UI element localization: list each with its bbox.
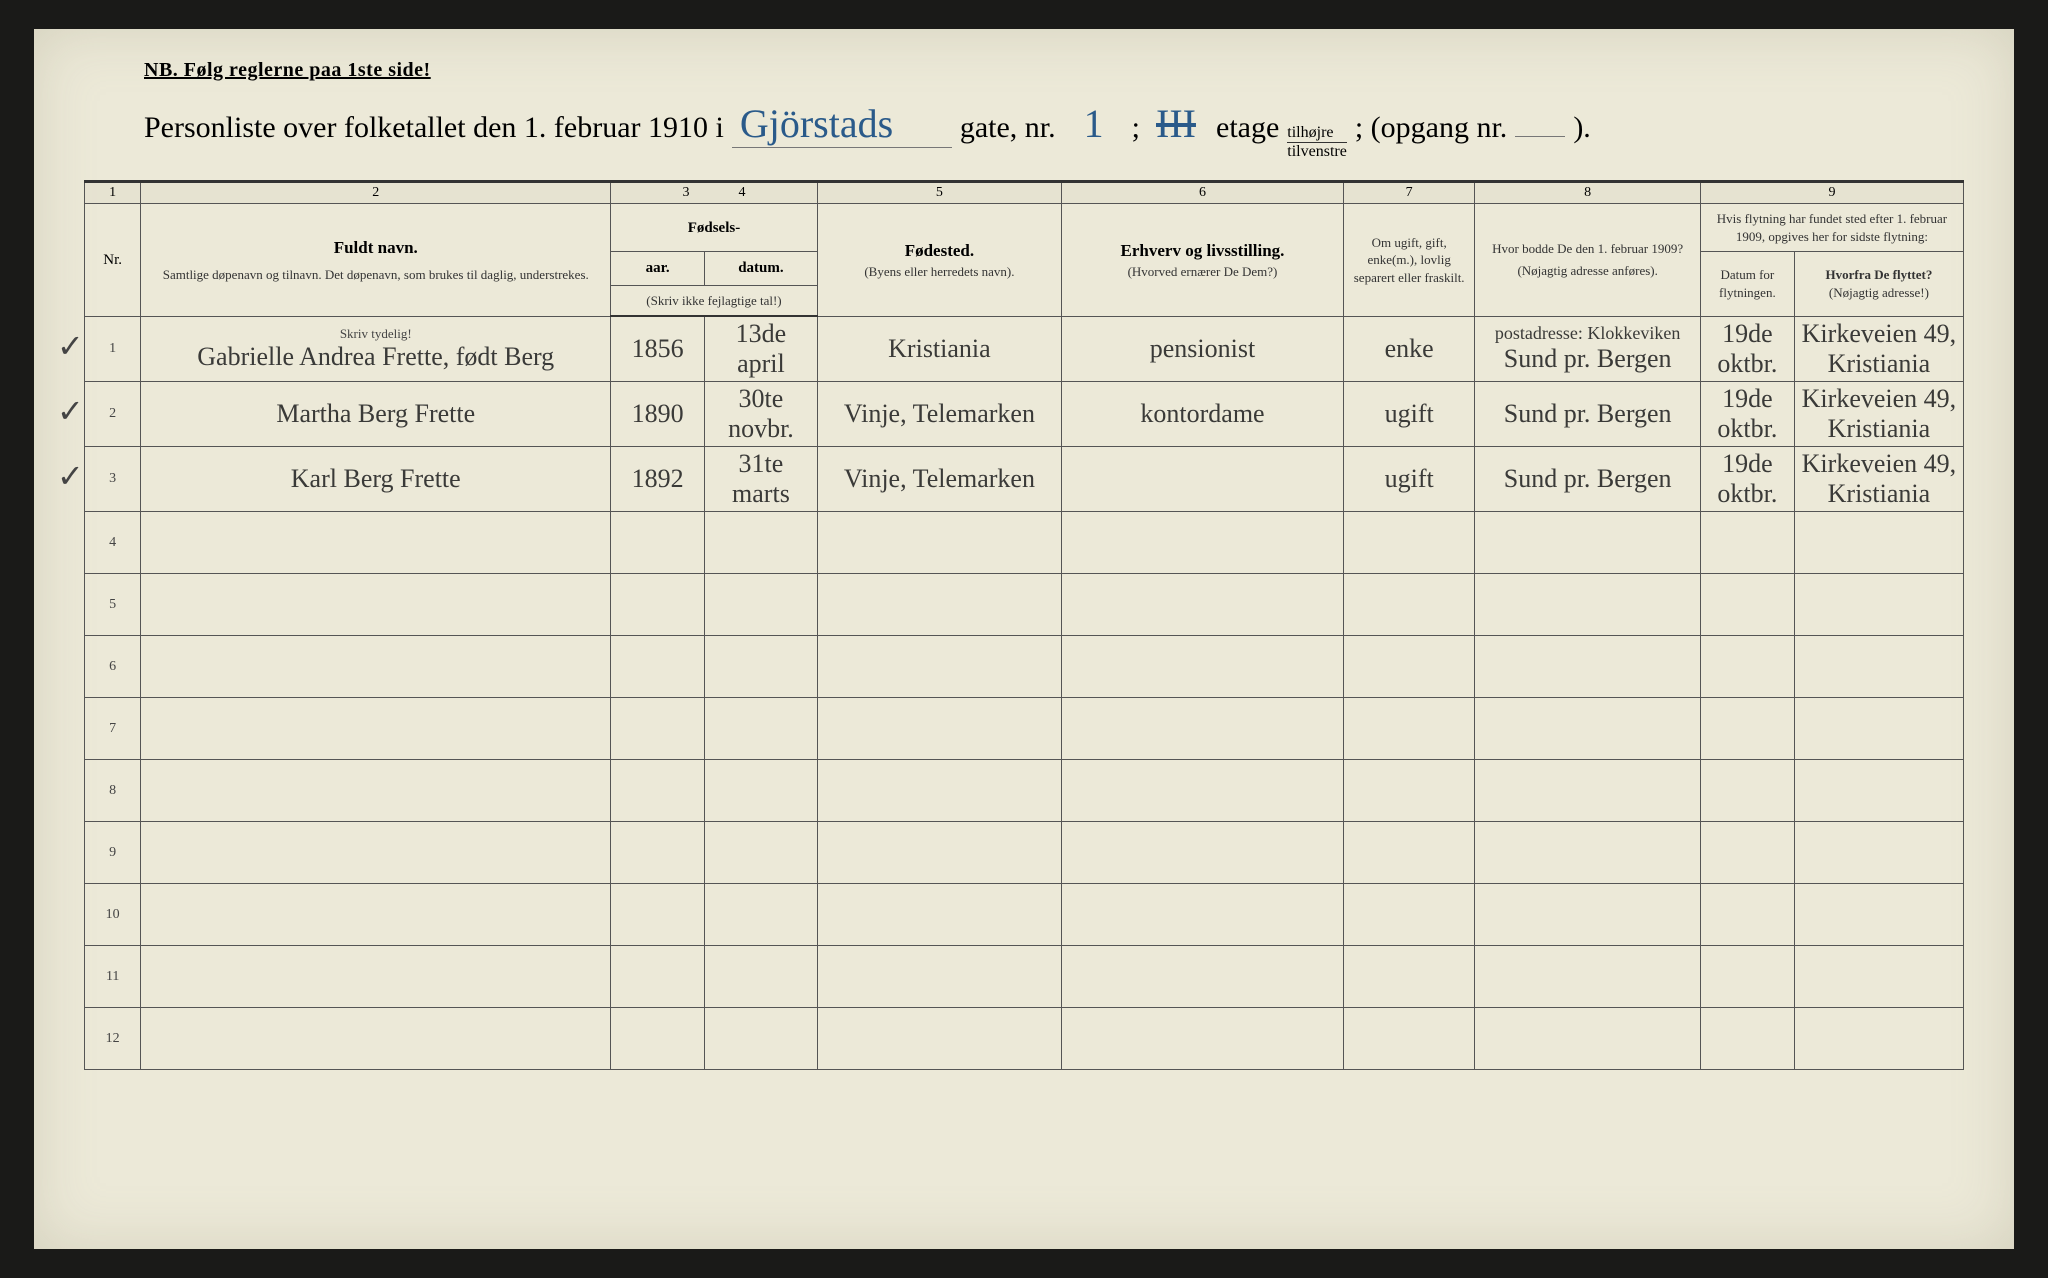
cell-erhverv: kontordame <box>1062 382 1344 447</box>
column-number-row: 1 2 3 4 5 6 7 8 9 <box>85 182 1964 204</box>
row-nr: 11 <box>85 946 141 1008</box>
cell-ugift: enke <box>1343 316 1475 382</box>
hdr-hvorfra: Hvorfra De flyttet? (Nøjagtig adresse!) <box>1794 252 1963 316</box>
cell-datum: 13de april <box>705 316 818 382</box>
cell-navn: Skriv tydelig!Gabrielle Andrea Frette, f… <box>141 316 611 382</box>
cell-navn: Martha Berg Frette <box>141 382 611 447</box>
colnum-34: 3 4 <box>611 182 818 204</box>
hdr-erhverv: Erhverv og livsstilling. (Hvorved ernære… <box>1062 204 1344 316</box>
cell-bodde: Sund pr. Bergen <box>1475 447 1700 512</box>
cell-flyt-datum: 19de oktbr. <box>1700 382 1794 447</box>
opgang-label: ; (opgang nr. <box>1355 111 1507 145</box>
opgang-value <box>1515 136 1565 137</box>
row-nr: 5 <box>85 574 141 636</box>
cell-fodested: Vinje, Telemarken <box>817 447 1061 512</box>
cell-aar: 1892 <box>611 447 705 512</box>
table-row-empty: 12 <box>85 1008 1964 1070</box>
table-row-empty: 7 <box>85 698 1964 760</box>
colnum-6: 6 <box>1062 182 1344 204</box>
census-form-page: NB. Følg reglerne paa 1ste side! Personl… <box>34 29 2014 1249</box>
census-table: 1 2 3 4 5 6 7 8 9 Nr. Fuldt navn. Samtli… <box>84 180 1964 1070</box>
cell-fodested: Vinje, Telemarken <box>817 382 1061 447</box>
table-row: ✓3 Karl Berg Frette 1892 31te marts Vinj… <box>85 447 1964 512</box>
colnum-5: 5 <box>817 182 1061 204</box>
row-nr: ✓2 <box>85 382 141 447</box>
colnum-2: 2 <box>141 182 611 204</box>
house-nr: 1 <box>1064 100 1124 147</box>
gate-label: gate, nr. <box>960 111 1056 145</box>
colnum-7: 7 <box>1343 182 1475 204</box>
cell-hvorfra: Kirkeveien 49, Kristiania <box>1794 447 1963 512</box>
cell-bodde: postadresse: KlokkevikenSund pr. Bergen <box>1475 316 1700 382</box>
cell-ugift: ugift <box>1343 382 1475 447</box>
cell-erhverv: pensionist <box>1062 316 1344 382</box>
hdr-datum: datum. <box>705 252 818 285</box>
table-row-empty: 11 <box>85 946 1964 1008</box>
colnum-8: 8 <box>1475 182 1700 204</box>
etage-value: III <box>1148 100 1208 147</box>
hdr-flytning: Hvis flytning har fundet sted efter 1. f… <box>1700 204 1963 252</box>
row-nr: 4 <box>85 512 141 574</box>
hdr-ugift: Om ugift, gift, enke(m.), lovlig separer… <box>1343 204 1475 316</box>
cell-datum: 31te marts <box>705 447 818 512</box>
tilhoire-tilvenstre: tilhøjre tilvenstre <box>1287 124 1347 160</box>
table-row-empty: 10 <box>85 884 1964 946</box>
hdr-nr: Nr. <box>85 204 141 316</box>
table-row-empty: 8 <box>85 760 1964 822</box>
cell-aar: 1890 <box>611 382 705 447</box>
table-row-empty: 5 <box>85 574 1964 636</box>
cell-navn: Karl Berg Frette <box>141 447 611 512</box>
hdr-fodested: Fødested. (Byens eller herredets navn). <box>817 204 1061 316</box>
semicolon: ; <box>1132 111 1140 145</box>
street-name: Gjörstads <box>732 100 952 148</box>
row-nr: ✓3 <box>85 447 141 512</box>
table-row-empty: 4 <box>85 512 1964 574</box>
row-nr: 9 <box>85 822 141 884</box>
row-nr: 7 <box>85 698 141 760</box>
row-nr: 8 <box>85 760 141 822</box>
hdr-skriv-ikke: (Skriv ikke fejlagtige tal!) <box>611 285 818 316</box>
table-row: ✓1 Skriv tydelig!Gabrielle Andrea Frette… <box>85 316 1964 382</box>
header-row-1: Nr. Fuldt navn. Samtlige døpenavn og til… <box>85 204 1964 252</box>
close-paren: ). <box>1573 111 1591 145</box>
cell-fodested: Kristiania <box>817 316 1061 382</box>
hdr-bodde: Hvor bodde De den 1. februar 1909? (Nøja… <box>1475 204 1700 316</box>
etage-label: etage <box>1216 111 1279 145</box>
table-row: ✓2 Martha Berg Frette 1890 30te novbr. V… <box>85 382 1964 447</box>
hdr-datum-flyt: Datum for flytningen. <box>1700 252 1794 316</box>
cell-flyt-datum: 19de oktbr. <box>1700 316 1794 382</box>
cell-bodde: Sund pr. Bergen <box>1475 382 1700 447</box>
row-nr: ✓1 <box>85 316 141 382</box>
title-prefix: Personliste over folketallet den 1. febr… <box>144 111 724 145</box>
cell-hvorfra: Kirkeveien 49, Kristiania <box>1794 316 1963 382</box>
cell-ugift: ugift <box>1343 447 1475 512</box>
table-row-empty: 6 <box>85 636 1964 698</box>
cell-flyt-datum: 19de oktbr. <box>1700 447 1794 512</box>
hdr-navn: Fuldt navn. Samtlige døpenavn og tilnavn… <box>141 204 611 316</box>
hdr-aar: aar. <box>611 252 705 285</box>
nb-instruction: NB. Følg reglerne paa 1ste side! <box>144 59 1964 82</box>
colnum-9: 9 <box>1700 182 1963 204</box>
row-nr: 10 <box>85 884 141 946</box>
cell-erhverv <box>1062 447 1344 512</box>
cell-aar: 1856 <box>611 316 705 382</box>
row-nr: 12 <box>85 1008 141 1070</box>
table-row-empty: 9 <box>85 822 1964 884</box>
hdr-fodsels: Fødsels- <box>611 204 818 252</box>
row-nr: 6 <box>85 636 141 698</box>
colnum-1: 1 <box>85 182 141 204</box>
cell-hvorfra: Kirkeveien 49, Kristiania <box>1794 382 1963 447</box>
title-line: Personliste over folketallet den 1. febr… <box>144 100 1964 160</box>
cell-datum: 30te novbr. <box>705 382 818 447</box>
